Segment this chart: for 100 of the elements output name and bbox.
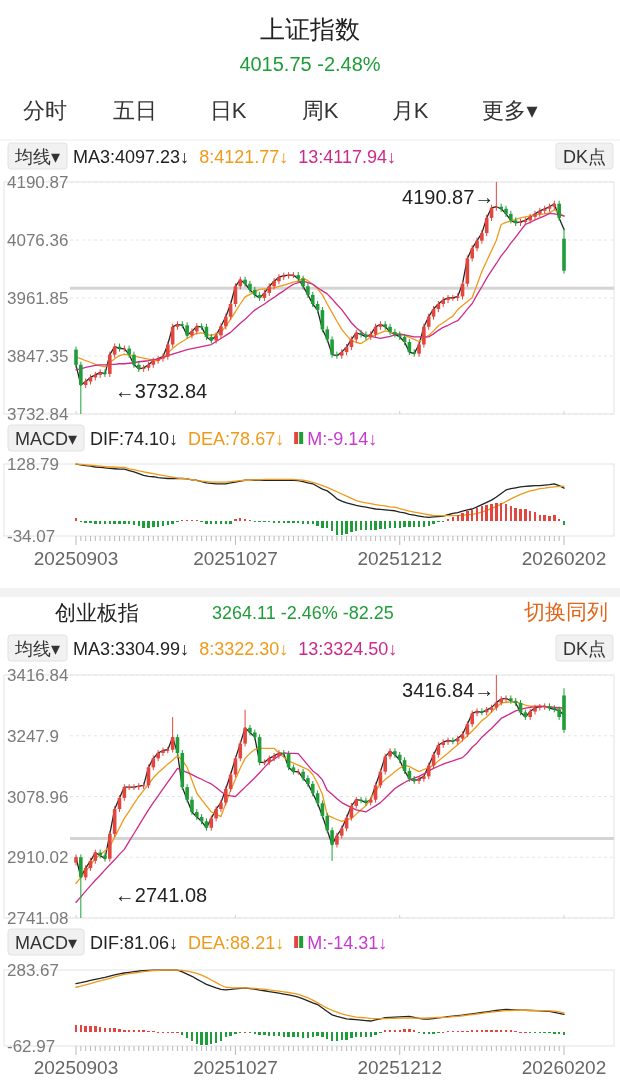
bar xyxy=(123,1029,126,1033)
text: 均线▾ xyxy=(14,147,61,167)
bar xyxy=(490,504,493,521)
candlestick xyxy=(238,740,243,762)
bar xyxy=(272,1032,276,1036)
y-tick-label: 3247.9 xyxy=(7,726,59,746)
legend-label: M:-14.31↓ xyxy=(307,933,388,953)
candlestick xyxy=(214,331,218,345)
bar xyxy=(210,520,213,524)
bar xyxy=(345,520,348,535)
y-tick-label: 3961.85 xyxy=(7,289,69,308)
bar xyxy=(495,1030,498,1033)
bar xyxy=(379,520,382,529)
y-tick-label: 3416.84 xyxy=(7,666,69,685)
candlestick xyxy=(335,351,339,360)
y-tick-label: 4076.36 xyxy=(7,231,69,250)
candlestick xyxy=(161,353,165,363)
candlestick xyxy=(301,768,305,782)
annotation: 4190.87→ xyxy=(402,186,495,208)
candlestick xyxy=(388,747,392,760)
text: 分时 xyxy=(23,98,67,123)
bar xyxy=(94,520,97,524)
bar xyxy=(292,1032,295,1038)
y-tick-label: 3847.35 xyxy=(7,347,69,366)
bar xyxy=(374,520,377,530)
text: 均线▾ xyxy=(14,639,61,659)
y-tick-label: 283.67 xyxy=(7,961,59,980)
text: 4015.75 -2.48% xyxy=(239,53,381,75)
y-tick-label: 2910.02 xyxy=(7,848,69,868)
bar xyxy=(321,1032,324,1038)
bar xyxy=(466,511,469,521)
bar xyxy=(142,1030,145,1033)
x-tick-label: 20250903 xyxy=(33,548,119,569)
bar xyxy=(374,1032,377,1035)
annotation: 3416.84→ xyxy=(402,679,495,701)
text: MACD▾ xyxy=(15,933,78,953)
bar xyxy=(123,520,126,525)
bar xyxy=(118,1028,121,1033)
bar xyxy=(205,520,208,524)
bar xyxy=(316,520,319,527)
bar xyxy=(268,1032,271,1036)
bar xyxy=(98,520,102,524)
text: MA3:4097.23↓ xyxy=(73,147,190,167)
x-tick-label: 20251212 xyxy=(357,1057,442,1078)
candlestick xyxy=(451,737,455,745)
text: 切换同列 xyxy=(524,600,608,623)
candlestick xyxy=(248,280,252,294)
candlestick xyxy=(533,704,537,715)
bar xyxy=(403,1029,406,1033)
candlestick xyxy=(223,785,228,806)
bar xyxy=(74,518,78,521)
bar xyxy=(263,1032,266,1036)
bar xyxy=(519,508,522,521)
bar xyxy=(461,512,464,521)
candlestick xyxy=(248,724,252,736)
candlestick xyxy=(156,749,160,762)
candlestick xyxy=(504,205,508,218)
annotation: ←2741.08 xyxy=(114,884,208,906)
candlestick xyxy=(219,799,223,813)
bar xyxy=(287,1032,290,1038)
text: DK点 xyxy=(562,639,606,659)
bar xyxy=(190,1032,194,1041)
bar xyxy=(219,1032,223,1041)
candlestick xyxy=(364,330,368,341)
candlestick xyxy=(533,210,537,221)
candlestick xyxy=(475,707,479,717)
bar xyxy=(239,518,242,521)
candlestick xyxy=(243,276,247,288)
candlestick xyxy=(330,826,334,862)
bar xyxy=(408,520,411,528)
text: 五日 xyxy=(113,98,157,123)
bar xyxy=(113,1028,116,1033)
bar xyxy=(152,520,155,528)
bar xyxy=(408,1028,411,1033)
candlestick xyxy=(156,355,160,365)
candlestick xyxy=(325,812,330,834)
candlestick xyxy=(79,361,83,415)
x-tick-label: 20250903 xyxy=(33,1057,119,1078)
candlestick xyxy=(277,749,281,760)
candlestick xyxy=(509,210,513,224)
candlestick xyxy=(272,277,276,290)
bar xyxy=(316,1032,319,1036)
text: 周K xyxy=(301,98,339,123)
bar xyxy=(311,520,314,524)
candlestick xyxy=(509,694,513,705)
bar xyxy=(142,520,145,529)
candlestick xyxy=(417,775,421,785)
bar xyxy=(147,520,150,529)
x-tick-label: 20260202 xyxy=(521,1057,607,1078)
candlestick xyxy=(74,346,78,369)
candlestick xyxy=(417,340,421,358)
bar xyxy=(524,509,527,521)
bar xyxy=(432,520,435,524)
candlestick xyxy=(185,783,189,804)
bar xyxy=(301,520,305,524)
bar xyxy=(229,1032,232,1036)
bar xyxy=(89,1026,92,1033)
candlestick xyxy=(103,852,107,863)
text: 13:4117.94↓ xyxy=(298,147,396,167)
text: 日K xyxy=(209,98,247,123)
